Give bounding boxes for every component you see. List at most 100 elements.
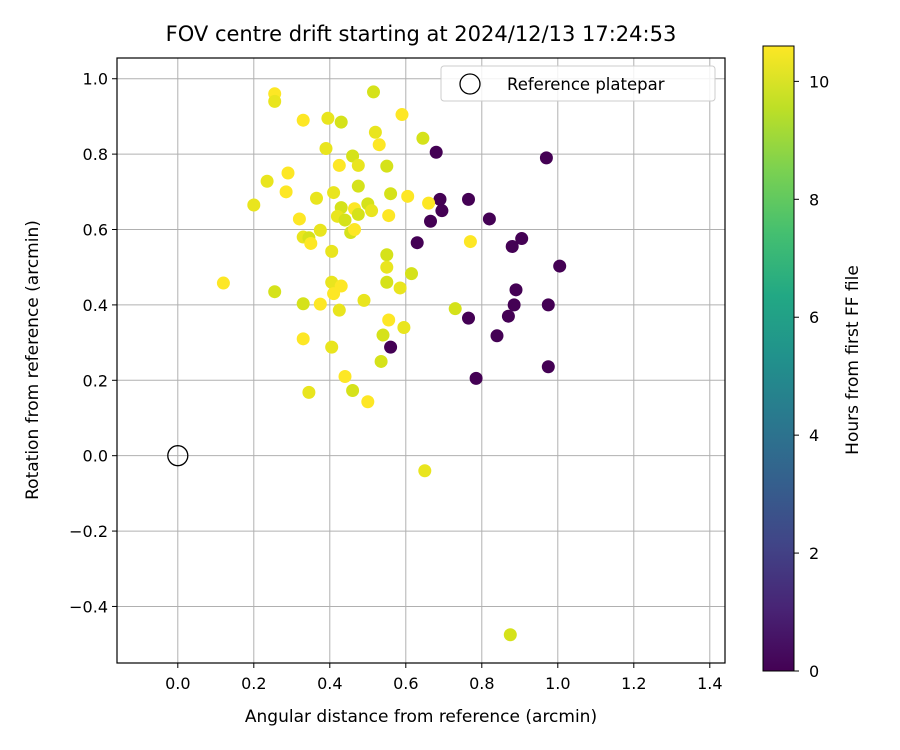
data-point	[395, 108, 409, 122]
legend-entry-reference-platepar: Reference platepar	[507, 75, 665, 94]
data-point	[462, 311, 475, 325]
data-point	[296, 297, 310, 311]
legend-box	[440, 65, 716, 102]
data-point	[416, 131, 430, 145]
reference-marker-layer	[167, 445, 189, 467]
data-point	[505, 239, 519, 253]
data-point	[338, 213, 352, 227]
data-point	[482, 212, 496, 226]
data-point	[351, 179, 365, 193]
data-point	[507, 298, 521, 312]
data-point	[247, 198, 261, 212]
data-point	[296, 113, 310, 127]
y-tick-label: −0.4	[69, 597, 108, 616]
x-tick-label: 0.6	[393, 674, 418, 693]
data-point	[310, 191, 323, 205]
y-tick-label: 1.0	[83, 70, 108, 89]
data-point	[367, 85, 380, 99]
data-point	[380, 159, 394, 173]
x-tick-label: 1.4	[697, 674, 722, 693]
colorbar-ticks: 0 2 4 6 8 10	[794, 72, 829, 681]
data-point	[348, 223, 361, 237]
data-point	[397, 321, 411, 335]
data-point	[490, 329, 504, 343]
data-point	[313, 297, 327, 311]
data-point	[332, 303, 346, 317]
data-point	[346, 383, 360, 397]
data-point	[418, 464, 432, 478]
data-point	[462, 192, 475, 206]
data-point	[433, 192, 447, 206]
data-point	[338, 370, 352, 384]
data-point	[515, 232, 529, 246]
plot-frame	[116, 57, 726, 664]
colorbar-tick-label: 2	[809, 544, 819, 563]
data-point	[216, 276, 230, 290]
data-point	[268, 285, 282, 299]
data-point	[374, 354, 388, 368]
reference-platepar-marker	[167, 445, 189, 467]
data-point	[380, 275, 394, 289]
x-tick-label: 0.4	[317, 674, 342, 693]
y-tick-label: −0.2	[69, 522, 108, 541]
data-point	[509, 283, 523, 297]
data-points	[216, 85, 567, 642]
data-point	[357, 293, 371, 307]
colorbar: 0 2 4 6 8 10 Hours from first FF file	[762, 45, 863, 681]
colorbar-tick-label: 8	[809, 190, 819, 209]
x-tick-label: 1.0	[545, 674, 570, 693]
y-tick-label: 0.6	[83, 221, 108, 240]
data-point	[281, 166, 295, 180]
x-axis-label: Angular distance from reference (arcmin)	[245, 707, 597, 727]
colorbar-gradient	[762, 45, 795, 672]
data-point	[422, 196, 436, 210]
data-point	[325, 340, 339, 354]
data-point	[292, 212, 306, 226]
data-point	[321, 111, 335, 125]
data-point	[410, 236, 424, 250]
data-point	[327, 287, 341, 301]
data-point	[313, 223, 327, 237]
x-tick-label: 0.0	[165, 674, 190, 693]
data-point	[302, 385, 316, 399]
data-point	[435, 204, 449, 218]
data-point	[268, 94, 282, 108]
data-point	[393, 281, 407, 295]
y-tick-label: 0.0	[83, 447, 108, 466]
colorbar-tick-label: 6	[809, 308, 819, 327]
data-point	[304, 236, 318, 250]
data-point	[365, 204, 379, 218]
data-point	[327, 186, 341, 200]
data-point	[503, 628, 517, 642]
data-point	[351, 207, 365, 221]
data-point	[368, 125, 382, 139]
colorbar-label: Hours from first FF file	[843, 265, 863, 455]
data-point	[380, 260, 394, 274]
data-point	[325, 244, 339, 258]
data-point	[382, 313, 396, 327]
x-tick-label: 0.8	[469, 674, 494, 693]
legend: Reference platepar	[440, 65, 716, 102]
data-point	[380, 248, 394, 262]
data-point	[346, 149, 360, 163]
data-point	[424, 214, 437, 228]
data-point	[501, 309, 515, 323]
data-point	[384, 340, 398, 354]
x-axis-ticks: 0.0 0.2 0.4 0.6 0.8 1.0 1.2 1.4	[165, 663, 723, 693]
data-point	[469, 371, 483, 385]
colorbar-tick-label: 10	[809, 72, 829, 91]
data-point	[463, 235, 477, 249]
data-point	[351, 158, 365, 172]
x-tick-label: 0.2	[241, 674, 266, 693]
data-point	[382, 209, 396, 223]
y-axis-label: Rotation from reference (arcmin)	[23, 220, 43, 500]
data-point	[541, 360, 555, 374]
chart-title: FOV centre drift starting at 2024/12/13 …	[166, 22, 677, 46]
legend-open-circle-icon	[459, 73, 481, 95]
data-point	[448, 302, 462, 316]
data-point	[553, 259, 567, 273]
y-axis-ticks: −0.4 −0.2 0.0 0.2 0.4 0.6 0.8 1.0	[69, 70, 117, 616]
data-point	[429, 145, 443, 159]
